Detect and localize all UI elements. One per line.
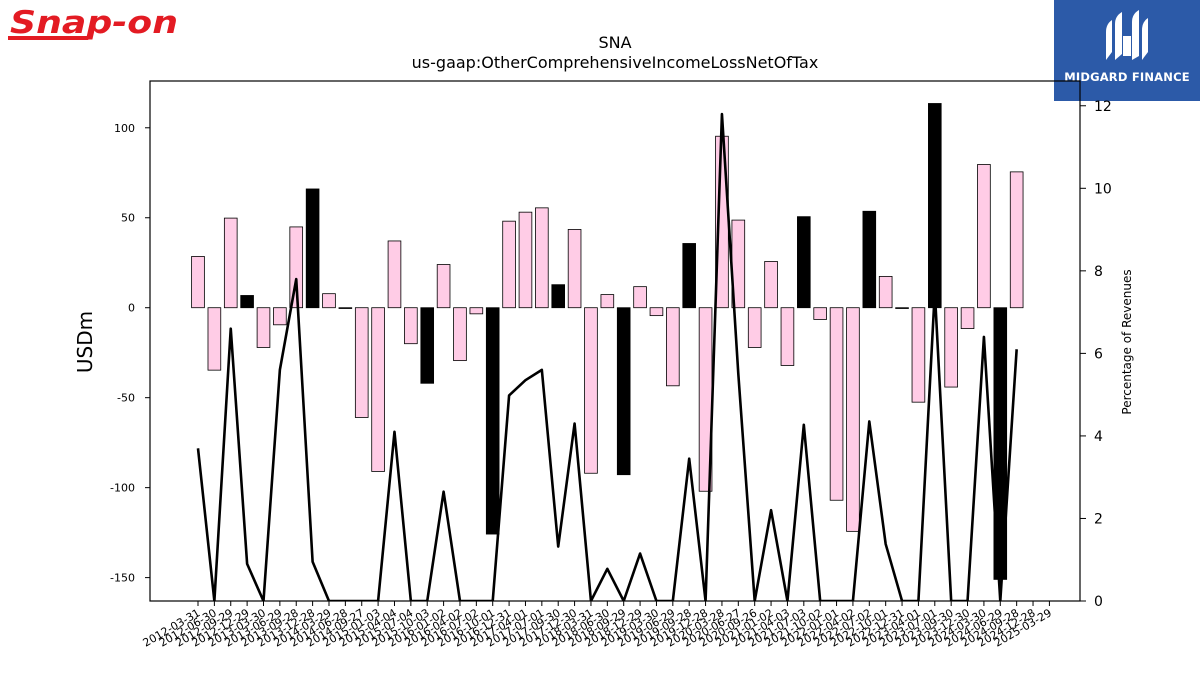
bar: [960, 307, 975, 329]
y2-tick-label: 2: [1094, 511, 1103, 527]
bar: [944, 307, 958, 388]
bar: [846, 307, 860, 532]
bar: [191, 256, 205, 309]
bar: [1009, 171, 1024, 309]
bar: [649, 307, 664, 317]
y2-tick-label: 10: [1094, 181, 1112, 197]
bar: [895, 307, 909, 309]
snap-on-logo-text: Snap-on: [10, 5, 178, 41]
bar: [273, 307, 287, 326]
bar: [600, 294, 615, 309]
snap-on-logo: Snap-on: [0, 2, 184, 44]
y-tick-label: 50: [121, 212, 135, 225]
bar: [535, 207, 549, 309]
plot-frame: [149, 80, 1081, 602]
bar: [404, 307, 418, 345]
bar: [371, 307, 385, 472]
y2-tick-label: 4: [1094, 429, 1103, 445]
midgard-finance-logo: MIDGARD FINANCE: [1054, 0, 1200, 101]
bar: [223, 217, 238, 309]
y-tick-label: -100: [110, 482, 135, 495]
bar: [289, 226, 304, 309]
bar: [911, 307, 926, 403]
y2-axis-label: Percentage of Revenues: [1120, 269, 1134, 414]
chart-title: SNA: [598, 33, 631, 52]
bar: [633, 286, 647, 309]
bar: [207, 307, 222, 371]
y-axis-label: USDm: [73, 311, 97, 373]
midgard-finance-brand-text: MIDGARD FINANCE: [1064, 70, 1190, 84]
bar: [453, 307, 467, 362]
bar: [469, 307, 484, 315]
bar: [862, 210, 877, 309]
y-tick-label: 100: [114, 122, 135, 135]
bar: [551, 284, 566, 309]
bar: [338, 307, 353, 309]
bar: [878, 275, 893, 309]
bar: [387, 240, 402, 309]
bar: [420, 307, 435, 384]
y-tick-label: -50: [117, 392, 135, 405]
series-line: [196, 112, 1018, 601]
bar: [584, 307, 598, 474]
line-layer: [196, 112, 1018, 601]
y-tick-label: -150: [110, 572, 135, 585]
y2-tick-label: 8: [1094, 264, 1103, 280]
bar: [354, 307, 369, 418]
bar: [322, 293, 336, 309]
y-tick-label: 0: [128, 302, 135, 315]
axes-layer: -150-100-500501000246810122012-03-312012…: [110, 80, 1112, 650]
bar: [240, 295, 254, 309]
bar: [764, 261, 778, 309]
bar: [567, 229, 582, 309]
bar: [502, 220, 516, 309]
bar: [305, 188, 320, 309]
bar: [977, 164, 991, 309]
bar: [797, 216, 811, 309]
y2-tick-label: 0: [1094, 594, 1103, 610]
bar: [518, 211, 533, 309]
bar: [993, 307, 1008, 580]
bar: [436, 264, 451, 309]
bar: [666, 307, 680, 387]
midgard-emblem-icon: [1106, 10, 1148, 60]
bar: [813, 307, 827, 320]
bar: [485, 307, 500, 535]
bars-layer: [191, 103, 1024, 580]
bar: [747, 307, 762, 348]
y2-tick-label: 12: [1094, 99, 1112, 115]
bar: [616, 307, 631, 476]
bar: [780, 307, 795, 366]
chart-subtitle: us-gaap:OtherComprehensiveIncomeLossNetO…: [412, 53, 819, 72]
y2-tick-label: 6: [1094, 346, 1103, 362]
bar: [928, 103, 942, 309]
bar: [829, 307, 844, 501]
bar: [256, 307, 271, 348]
bar: [682, 243, 696, 309]
